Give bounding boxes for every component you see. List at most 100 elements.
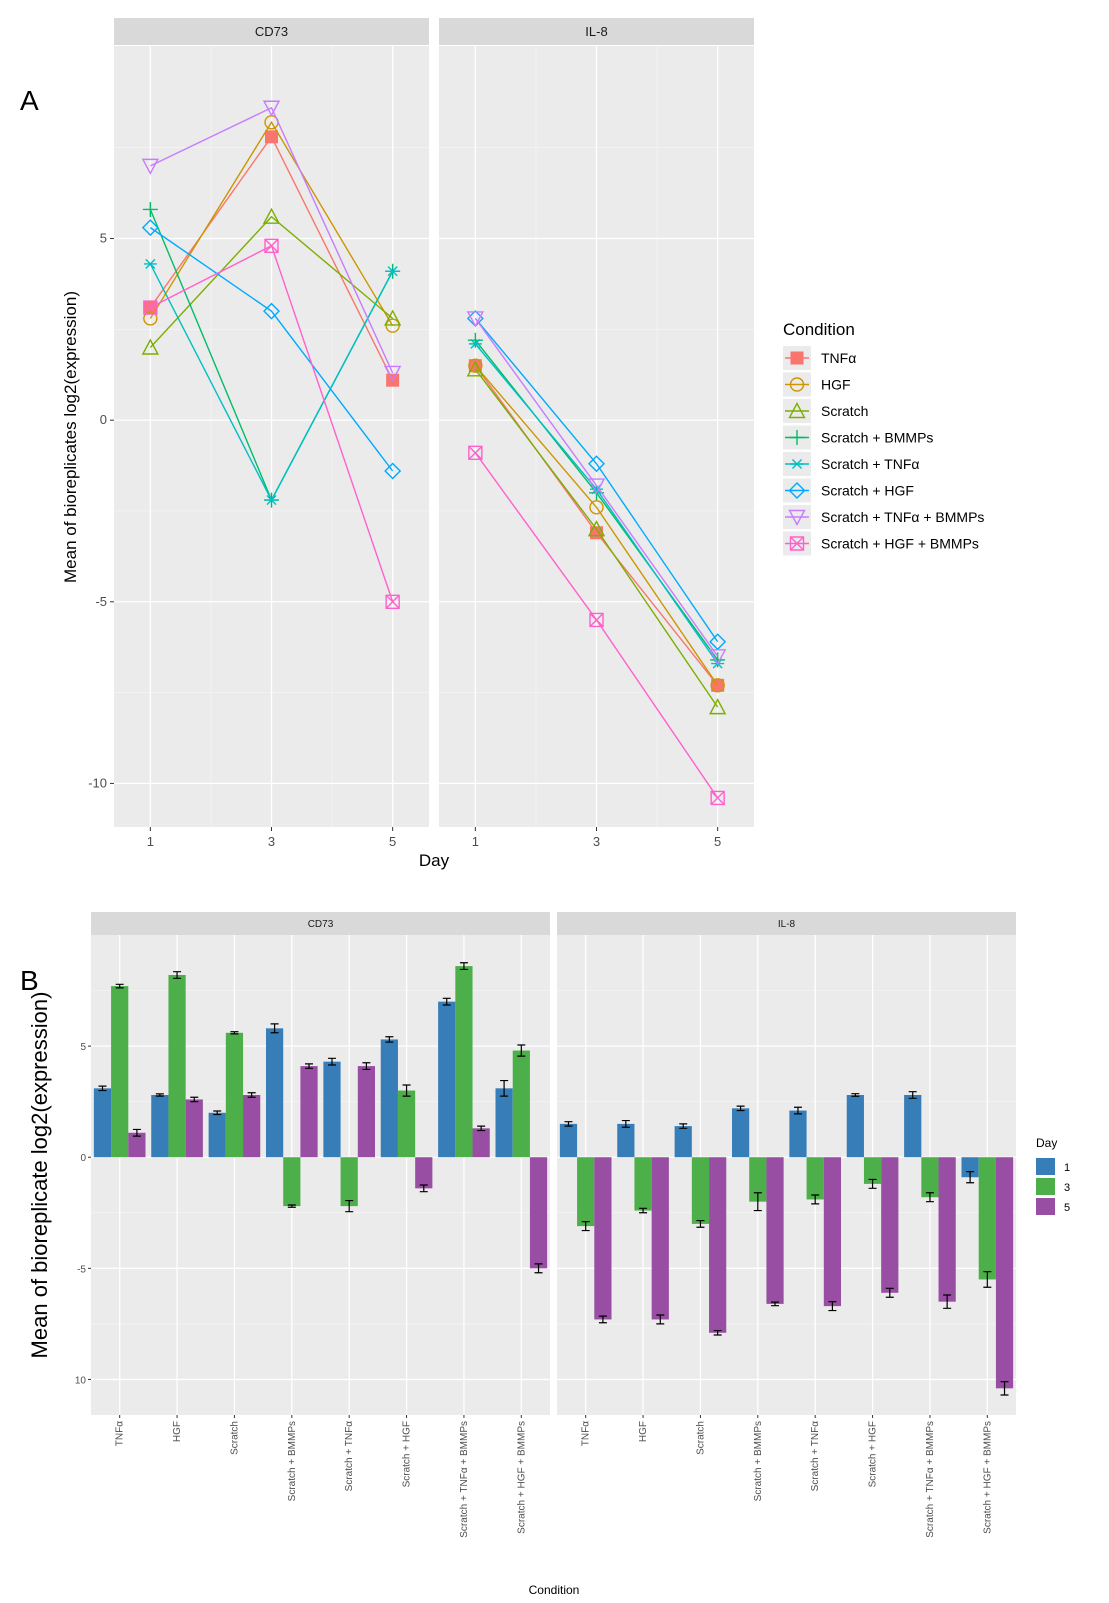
data-point-scratch-hgf-bmmps-cd73 bbox=[143, 300, 158, 315]
data-point-scratch-bmmps-cd73 bbox=[142, 201, 158, 217]
x-tick-label-scratch-tnf-bmmps: Scratch + TNFα + BMMPs bbox=[925, 1421, 936, 1538]
bar-day-1-scratch-tnf-bmmps-il-8 bbox=[904, 1095, 922, 1158]
error-bar bbox=[908, 1091, 917, 1099]
series-line-scratch-hgf-cd73 bbox=[149, 227, 394, 472]
x-tick-label-tnf: TNFα bbox=[581, 1421, 592, 1446]
facet-strip bbox=[91, 912, 550, 935]
data-point-scratch-il-8 bbox=[708, 698, 727, 715]
legend-marker-scratch-bmmps bbox=[789, 430, 805, 445]
data-point-scratch-cd73 bbox=[141, 338, 160, 355]
x-axis-title: Day bbox=[419, 851, 450, 870]
x-tick-label-hgf: HGF bbox=[172, 1421, 183, 1442]
error-bar bbox=[656, 1314, 665, 1325]
bar-day-1-scratch-tnf-cd73 bbox=[323, 1061, 341, 1158]
data-point-scratch-tnf-bmmps-il-8 bbox=[466, 311, 485, 328]
legend-marker-scratch bbox=[788, 402, 806, 419]
facet-label: CD73 bbox=[308, 919, 334, 930]
legend-label-day-1: 1 bbox=[1064, 1162, 1070, 1174]
legend-key-day-3 bbox=[1036, 1178, 1055, 1195]
series-line-hgf-cd73 bbox=[149, 120, 394, 327]
legend-title: Condition bbox=[783, 320, 855, 339]
bar-day-5-scratch-hgf-cd73 bbox=[415, 1157, 433, 1189]
bar-day-5-scratch-tnf-cd73 bbox=[357, 1066, 376, 1158]
error-bar bbox=[811, 1194, 820, 1205]
bar-day-3-scratch-tnf-bmmps-cd73 bbox=[455, 966, 473, 1158]
error-bar bbox=[459, 962, 468, 971]
legend-marker-tnf bbox=[790, 351, 804, 365]
bar-day-5-scratch-bmmps-cd73 bbox=[300, 1066, 318, 1158]
data-point-hgf-il-8 bbox=[589, 500, 604, 515]
series-line-scratch-tnf-bmmps-cd73 bbox=[150, 106, 394, 374]
x-tick-label-scratch-tnf: Scratch + TNFα bbox=[344, 1421, 355, 1492]
error-bar bbox=[534, 1263, 543, 1274]
error-bar bbox=[115, 983, 124, 989]
data-point-scratch-tnf-cd73 bbox=[143, 258, 157, 269]
error-bar bbox=[419, 1184, 428, 1193]
data-point-scratch-tnf-bmmps-cd73 bbox=[262, 100, 281, 117]
bar-day-1-tnf-cd73 bbox=[93, 1088, 112, 1158]
data-point-scratch-hgf-bmmps-il-8 bbox=[589, 612, 604, 628]
panel-background bbox=[91, 935, 550, 1415]
y-tick-label: -10 bbox=[88, 775, 107, 790]
error-bar bbox=[885, 1287, 894, 1298]
legend-marker-scratch-tnf bbox=[790, 458, 804, 470]
bar-day-5-scratch-cd73 bbox=[243, 1095, 261, 1158]
legend-title: Day bbox=[1036, 1136, 1057, 1150]
error-bar bbox=[828, 1301, 837, 1312]
legend-key-day-5 bbox=[1036, 1198, 1055, 1215]
bar-day-1-scratch-hgf-il-8 bbox=[846, 1095, 864, 1158]
data-point-scratch-hgf-bmmps-cd73 bbox=[385, 594, 400, 609]
x-tick-label-scratch-hgf-bmmps: Scratch + HGF + BMMPs bbox=[982, 1421, 993, 1534]
bar-day-1-scratch-tnf-bmmps-cd73 bbox=[438, 1001, 456, 1158]
error-bar bbox=[500, 1079, 509, 1097]
data-point-scratch-il-8 bbox=[466, 360, 485, 377]
error-bar bbox=[621, 1119, 630, 1128]
x-tick-label-scratch: Scratch bbox=[229, 1421, 240, 1455]
x-tick-label-scratch-bmmps: Scratch + BMMPs bbox=[287, 1421, 298, 1501]
y-tick-label: 5 bbox=[80, 1042, 86, 1053]
data-point-scratch-hgf-cd73 bbox=[141, 219, 159, 237]
data-point-hgf-il-8 bbox=[710, 678, 725, 693]
facet-label: CD73 bbox=[255, 24, 288, 39]
bar-day-5-scratch-bmmps-il-8 bbox=[766, 1157, 784, 1304]
x-tick-label: 1 bbox=[147, 834, 154, 849]
series-line-scratch-il-8 bbox=[474, 368, 719, 708]
bar-day-5-tnf-cd73 bbox=[128, 1132, 146, 1158]
data-point-scratch-hgf-il-8 bbox=[588, 455, 605, 473]
data-point-scratch-cd73 bbox=[262, 207, 281, 224]
bar-day-3-scratch-tnf-bmmps-il-8 bbox=[921, 1157, 939, 1198]
facet-label: IL-8 bbox=[585, 24, 607, 39]
bar-day-3-scratch-bmmps-cd73 bbox=[283, 1157, 301, 1207]
bar-day-5-scratch-tnf-il-8 bbox=[823, 1157, 842, 1307]
error-bar bbox=[155, 1093, 164, 1097]
bar-day-5-hgf-cd73 bbox=[185, 1099, 203, 1158]
bar-day-1-hgf-cd73 bbox=[151, 1095, 169, 1158]
bar-day-1-scratch-hgf-bmmps-cd73 bbox=[495, 1088, 513, 1158]
data-point-scratch-tnf-bmmps-cd73 bbox=[383, 365, 402, 382]
x-tick-label-scratch-bmmps: Scratch + BMMPs bbox=[753, 1421, 764, 1501]
error-bar bbox=[305, 1063, 314, 1069]
data-point-scratch-hgf-bmmps-il-8 bbox=[468, 445, 483, 461]
legend-label-scratch-tnf: Scratch + TNFα bbox=[821, 456, 919, 472]
data-point-scratch-bmmps-il-8 bbox=[467, 332, 483, 348]
data-point-hgf-cd73 bbox=[385, 318, 400, 333]
bar-day-3-scratch-hgf-bmmps-cd73 bbox=[512, 1050, 530, 1158]
bar-day-1-scratch-bmmps-cd73 bbox=[265, 1028, 284, 1158]
bar-day-1-scratch-cd73 bbox=[208, 1112, 226, 1158]
y-tick-label: 5 bbox=[100, 231, 107, 246]
bar-day-3-scratch-bmmps-il-8 bbox=[749, 1157, 767, 1202]
series-line-scratch-tnf-bmmps-il-8 bbox=[474, 318, 719, 657]
error-bar bbox=[983, 1271, 992, 1288]
data-point-scratch-tnf-bmmps-cd73 bbox=[141, 158, 160, 175]
x-tick-label-scratch-hgf-bmmps: Scratch + HGF + BMMPs bbox=[516, 1421, 527, 1534]
facet-strip bbox=[439, 18, 754, 45]
error-bar bbox=[270, 1023, 279, 1034]
error-bar bbox=[564, 1121, 573, 1127]
facet-strip bbox=[114, 18, 429, 45]
bar-day-3-hgf-cd73 bbox=[168, 975, 186, 1158]
x-tick-label-scratch: Scratch bbox=[695, 1421, 706, 1455]
legend-marker-hgf bbox=[789, 377, 805, 392]
data-point-scratch-tnf-bmmps-il-8 bbox=[587, 478, 606, 495]
error-bar bbox=[98, 1085, 107, 1092]
